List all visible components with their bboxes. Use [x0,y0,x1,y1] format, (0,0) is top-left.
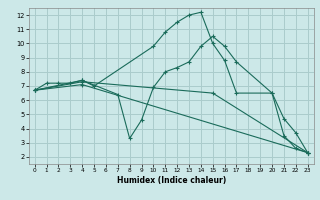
X-axis label: Humidex (Indice chaleur): Humidex (Indice chaleur) [116,176,226,185]
